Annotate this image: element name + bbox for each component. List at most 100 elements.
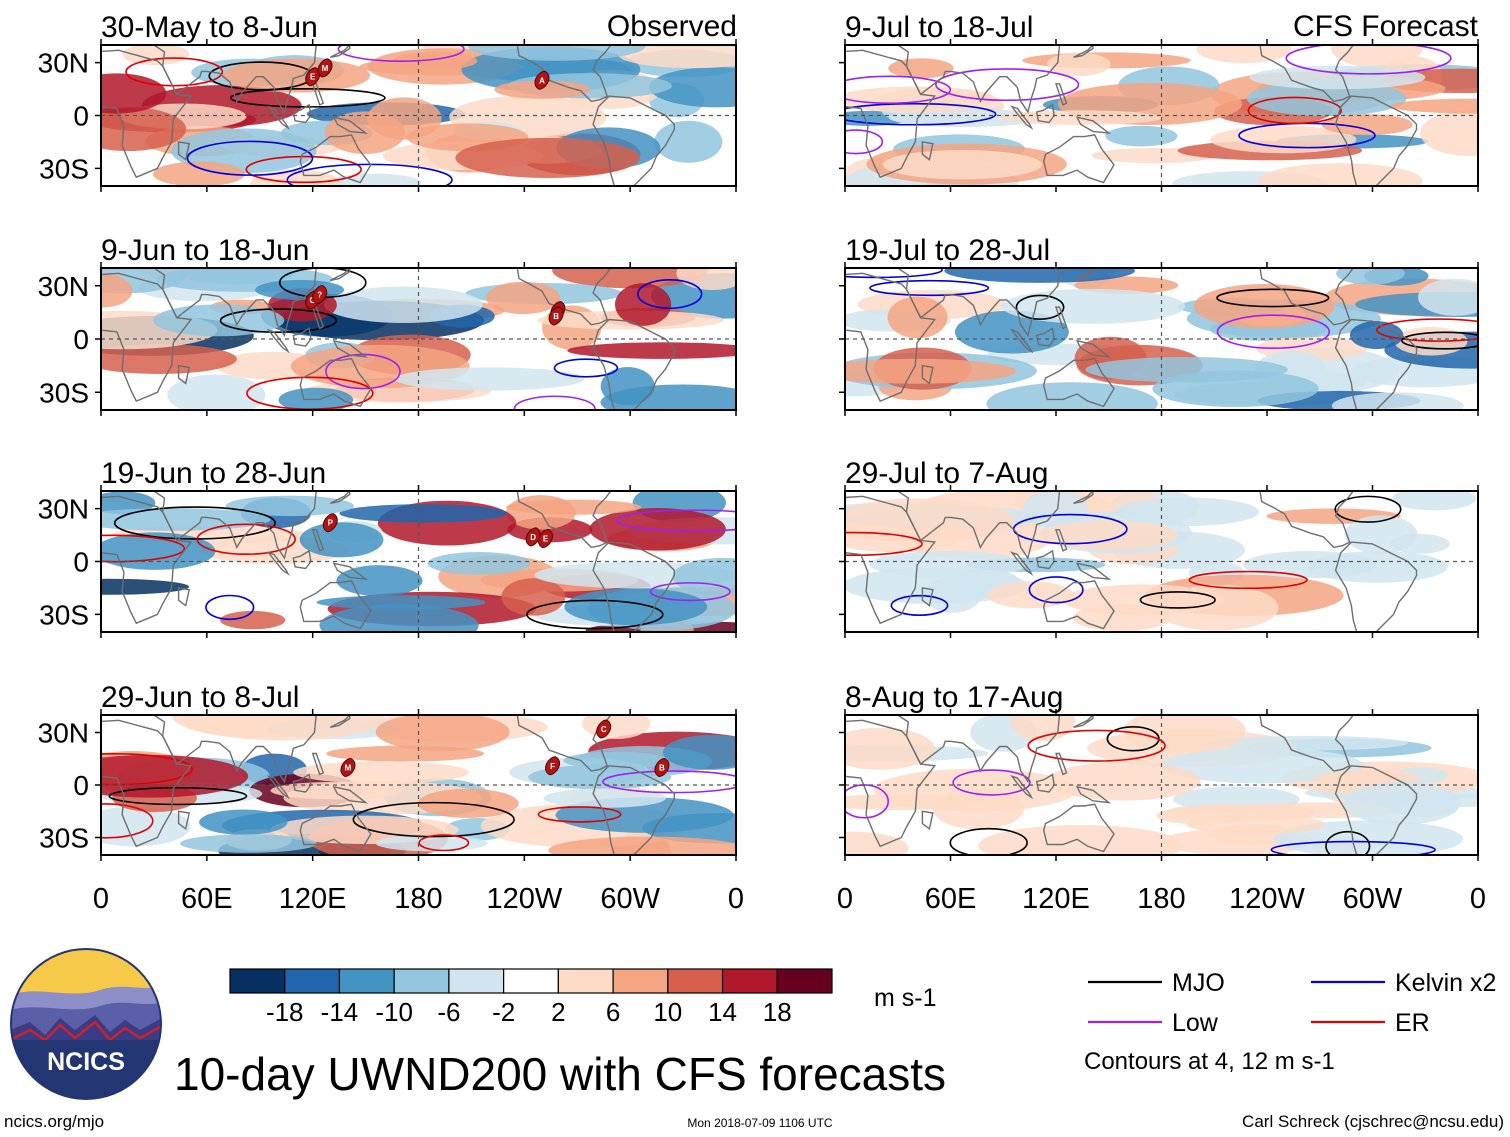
anomaly-blob	[1418, 278, 1478, 316]
coastline	[1010, 774, 1034, 800]
anomaly-blob	[845, 498, 1014, 543]
coastline	[1245, 715, 1355, 772]
anomaly-blob	[494, 80, 591, 99]
colorbar-units: m s-1	[874, 984, 937, 1012]
anomaly-blob	[1039, 520, 1178, 550]
storm-label: A	[539, 76, 545, 85]
legend: MJO Kelvin x2 Low ER	[1088, 969, 1496, 1037]
anomaly-blob	[501, 578, 566, 616]
anomaly-blob	[1392, 491, 1477, 511]
coastline	[921, 587, 934, 607]
coastline	[266, 105, 290, 130]
anomaly-blob	[1249, 65, 1426, 90]
anomaly-blob	[869, 551, 1027, 578]
storm-label: E	[310, 73, 316, 82]
coastline	[503, 45, 612, 103]
anomaly-blob	[845, 831, 909, 855]
wave-contour	[101, 752, 193, 786]
anomaly-blob	[552, 268, 708, 289]
coastline	[1334, 765, 1418, 855]
forecast-label: CFS Forecast	[1293, 10, 1479, 43]
x-tick-label: 180	[394, 883, 442, 915]
anomaly-blob	[506, 499, 642, 515]
wave-contour	[113, 506, 276, 540]
colorbar-label: 14	[708, 997, 737, 1027]
anomaly-blob	[101, 578, 190, 595]
legend-label: Kelvin x2	[1395, 969, 1496, 997]
anomaly-blob	[1246, 80, 1407, 117]
anomaly-blob	[954, 310, 1069, 354]
anomaly-blob	[1243, 550, 1377, 579]
coastline	[845, 719, 937, 848]
colorbar-bin	[557, 968, 614, 994]
panel-period-label: 19-Jun to 28-Jun	[101, 457, 326, 490]
storm-marker: D	[525, 527, 541, 547]
anomaly-blob	[1336, 268, 1405, 285]
coastline	[1055, 83, 1068, 106]
anomaly-field	[845, 491, 1478, 632]
anomaly-blob	[486, 281, 561, 315]
coastline	[1334, 318, 1418, 410]
anomaly-blob	[564, 588, 708, 626]
anomaly-blob	[1389, 98, 1478, 114]
anomaly-blob	[676, 268, 736, 290]
coastline	[1010, 551, 1034, 576]
wave-contour	[553, 358, 619, 378]
x-tick-label: 120W	[486, 883, 562, 915]
wave-contour	[205, 594, 255, 621]
contour-note: Contours at 4, 12 m s-1	[1084, 1048, 1335, 1075]
y-tick-label: 0	[73, 770, 89, 801]
coastline	[1245, 45, 1355, 103]
panel-period-label: 9-Jul to 18-Jul	[845, 11, 1033, 44]
anomaly-blob	[375, 715, 510, 752]
colorbar-bin	[721, 968, 778, 994]
colorbar-label: 2	[551, 997, 565, 1027]
coastline	[1245, 268, 1355, 326]
anomaly-blob	[528, 765, 672, 790]
anomaly-blob	[662, 734, 736, 770]
anomaly-blob	[1330, 45, 1423, 68]
coastline	[921, 364, 934, 385]
colorbar-label: -2	[492, 997, 515, 1027]
coastline	[1010, 328, 1034, 354]
panel: 8-Aug to 17-Aug	[839, 681, 1479, 861]
coastline	[1075, 339, 1112, 358]
anomaly-blob	[672, 557, 736, 596]
coastline	[1075, 562, 1112, 581]
panel-period-label: 30-May to 8-Jun	[101, 11, 318, 44]
anomaly-blob	[845, 358, 1017, 384]
storm-marker: P	[322, 513, 338, 533]
coastline	[177, 587, 191, 607]
wave-contour	[649, 582, 731, 602]
wave-contour	[845, 531, 923, 557]
wave-contour	[601, 770, 736, 794]
anomaly-blob	[427, 552, 531, 575]
anomaly-blob	[1273, 820, 1464, 855]
coastline	[101, 49, 193, 179]
y-tick-label: 0	[73, 101, 89, 132]
storm-label: M	[322, 64, 329, 73]
panel: 29-Jul to 7-Aug	[839, 457, 1479, 638]
colorbar-label: -6	[437, 997, 460, 1027]
coastline	[152, 491, 317, 560]
coastline	[1055, 529, 1068, 552]
y-tick-label: 30S	[39, 377, 89, 408]
y-tick-label: 30N	[38, 718, 89, 749]
anomaly-field	[845, 45, 1478, 186]
wave-contour	[1285, 45, 1452, 75]
coastline	[1073, 45, 1094, 58]
coastline	[1055, 752, 1068, 776]
y-tick-label: 30S	[39, 153, 89, 184]
coastline	[896, 45, 1061, 114]
storm-label: ?	[317, 291, 322, 300]
wave-contour	[196, 523, 297, 556]
coastline	[311, 529, 325, 552]
wave-contour	[869, 279, 990, 297]
coastline	[299, 580, 372, 630]
coastline	[152, 715, 317, 784]
anomaly-blob	[1085, 356, 1288, 383]
coastline	[896, 715, 1061, 784]
y-tick-label: 30S	[39, 599, 89, 630]
colorbar-bin	[338, 968, 395, 994]
